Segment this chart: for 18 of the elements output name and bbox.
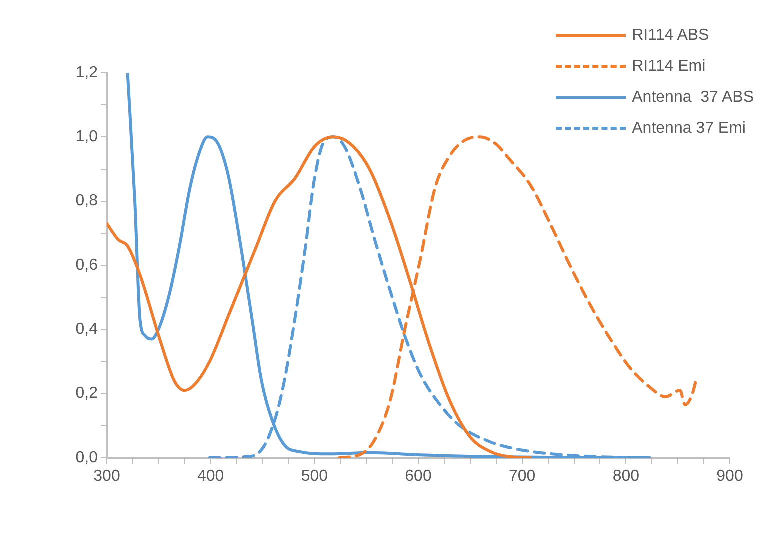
legend-label: RI114 ABS xyxy=(632,26,710,46)
legend-label: RI114 Emi xyxy=(632,57,706,77)
y-tick-label: 0,4 xyxy=(76,321,98,338)
x-tick-label: 300 xyxy=(94,468,120,486)
legend-label: Antenna 37 ABS xyxy=(632,88,754,108)
y-tick-label: 0,2 xyxy=(76,385,98,402)
x-tick-label: 600 xyxy=(405,468,432,486)
x-tick-label: 400 xyxy=(197,468,224,486)
y-tick-label: 0,0 xyxy=(76,449,98,466)
x-tick-label: 500 xyxy=(301,468,328,486)
y-tick-label: 1,0 xyxy=(76,128,98,146)
x-tick-label: 700 xyxy=(508,468,536,486)
x-tick-label: 900 xyxy=(716,468,744,486)
y-tick-label: 0,6 xyxy=(76,256,98,274)
legend-label: Antenna 37 Emi xyxy=(632,119,746,139)
y-tick-label: 1,2 xyxy=(76,64,98,82)
x-tick-label: 800 xyxy=(612,468,640,486)
y-tick-label: 0,8 xyxy=(76,192,98,210)
